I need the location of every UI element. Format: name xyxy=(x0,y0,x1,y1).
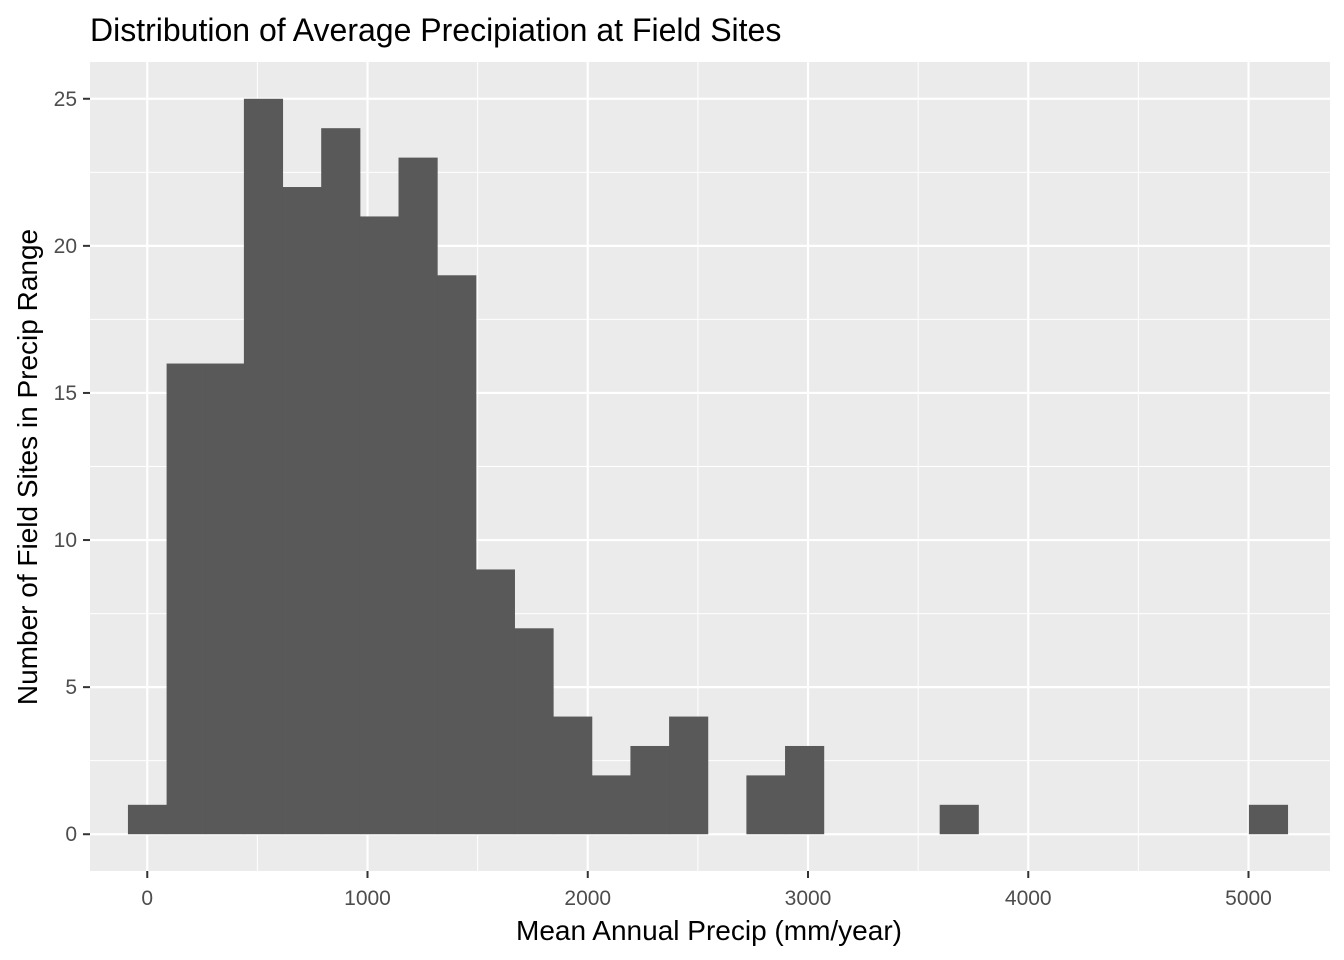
histogram-bar xyxy=(591,775,631,835)
y-tick-label: 25 xyxy=(54,88,77,111)
histogram-bar xyxy=(746,775,786,835)
histogram-bar xyxy=(669,716,709,835)
histogram-bar xyxy=(127,804,168,835)
histogram-bars xyxy=(127,98,1289,835)
histogram-bar xyxy=(630,745,670,835)
histogram-bar xyxy=(166,363,206,835)
chart-title: Distribution of Average Precipiation at … xyxy=(90,12,781,48)
histogram-bar xyxy=(475,569,515,835)
x-tick-label: 5000 xyxy=(1225,887,1272,910)
y-tick-label: 0 xyxy=(65,823,77,846)
histogram-bar xyxy=(243,98,284,835)
histogram-bar xyxy=(282,187,322,835)
y-axis-title: Number of Field Sites in Precip Range xyxy=(12,229,43,705)
x-tick-label: 1000 xyxy=(344,887,391,910)
y-axis-ticks: 0 5 10 15 20 25 xyxy=(54,88,90,846)
histogram-bar xyxy=(321,128,361,835)
x-tick-label: 3000 xyxy=(785,887,832,910)
histogram-bar xyxy=(1248,804,1289,835)
histogram-bar xyxy=(514,628,554,835)
x-axis-title: Mean Annual Precip (mm/year) xyxy=(516,915,902,946)
histogram-bar xyxy=(359,216,400,835)
x-tick-label: 4000 xyxy=(1005,887,1052,910)
x-tick-label: 2000 xyxy=(564,887,611,910)
histogram-bar xyxy=(398,157,438,835)
histogram-bar xyxy=(553,716,593,835)
histogram-bar xyxy=(205,363,245,835)
x-axis-ticks: 0 1000 2000 3000 4000 5000 xyxy=(141,871,1272,910)
x-tick-label: 0 xyxy=(141,887,153,910)
histogram-bar xyxy=(939,804,979,835)
histogram-bar xyxy=(437,275,477,835)
y-tick-label: 15 xyxy=(54,382,77,405)
y-tick-label: 5 xyxy=(65,676,77,699)
histogram-bar xyxy=(785,745,825,835)
y-tick-label: 20 xyxy=(54,235,77,258)
y-tick-label: 10 xyxy=(54,529,77,552)
